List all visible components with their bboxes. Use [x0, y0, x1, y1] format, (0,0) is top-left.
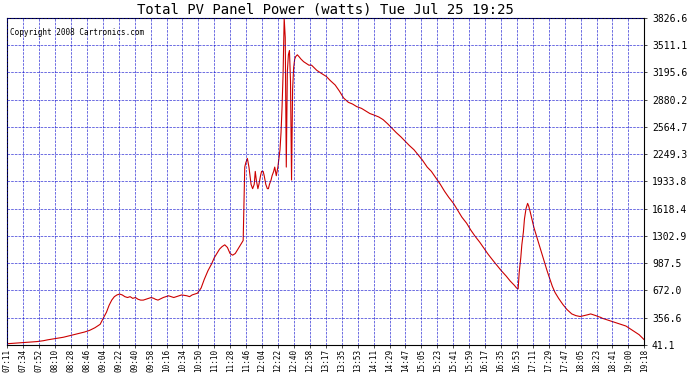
Text: Copyright 2008 Cartronics.com: Copyright 2008 Cartronics.com — [10, 28, 145, 37]
Title: Total PV Panel Power (watts) Tue Jul 25 19:25: Total PV Panel Power (watts) Tue Jul 25 … — [137, 3, 514, 17]
